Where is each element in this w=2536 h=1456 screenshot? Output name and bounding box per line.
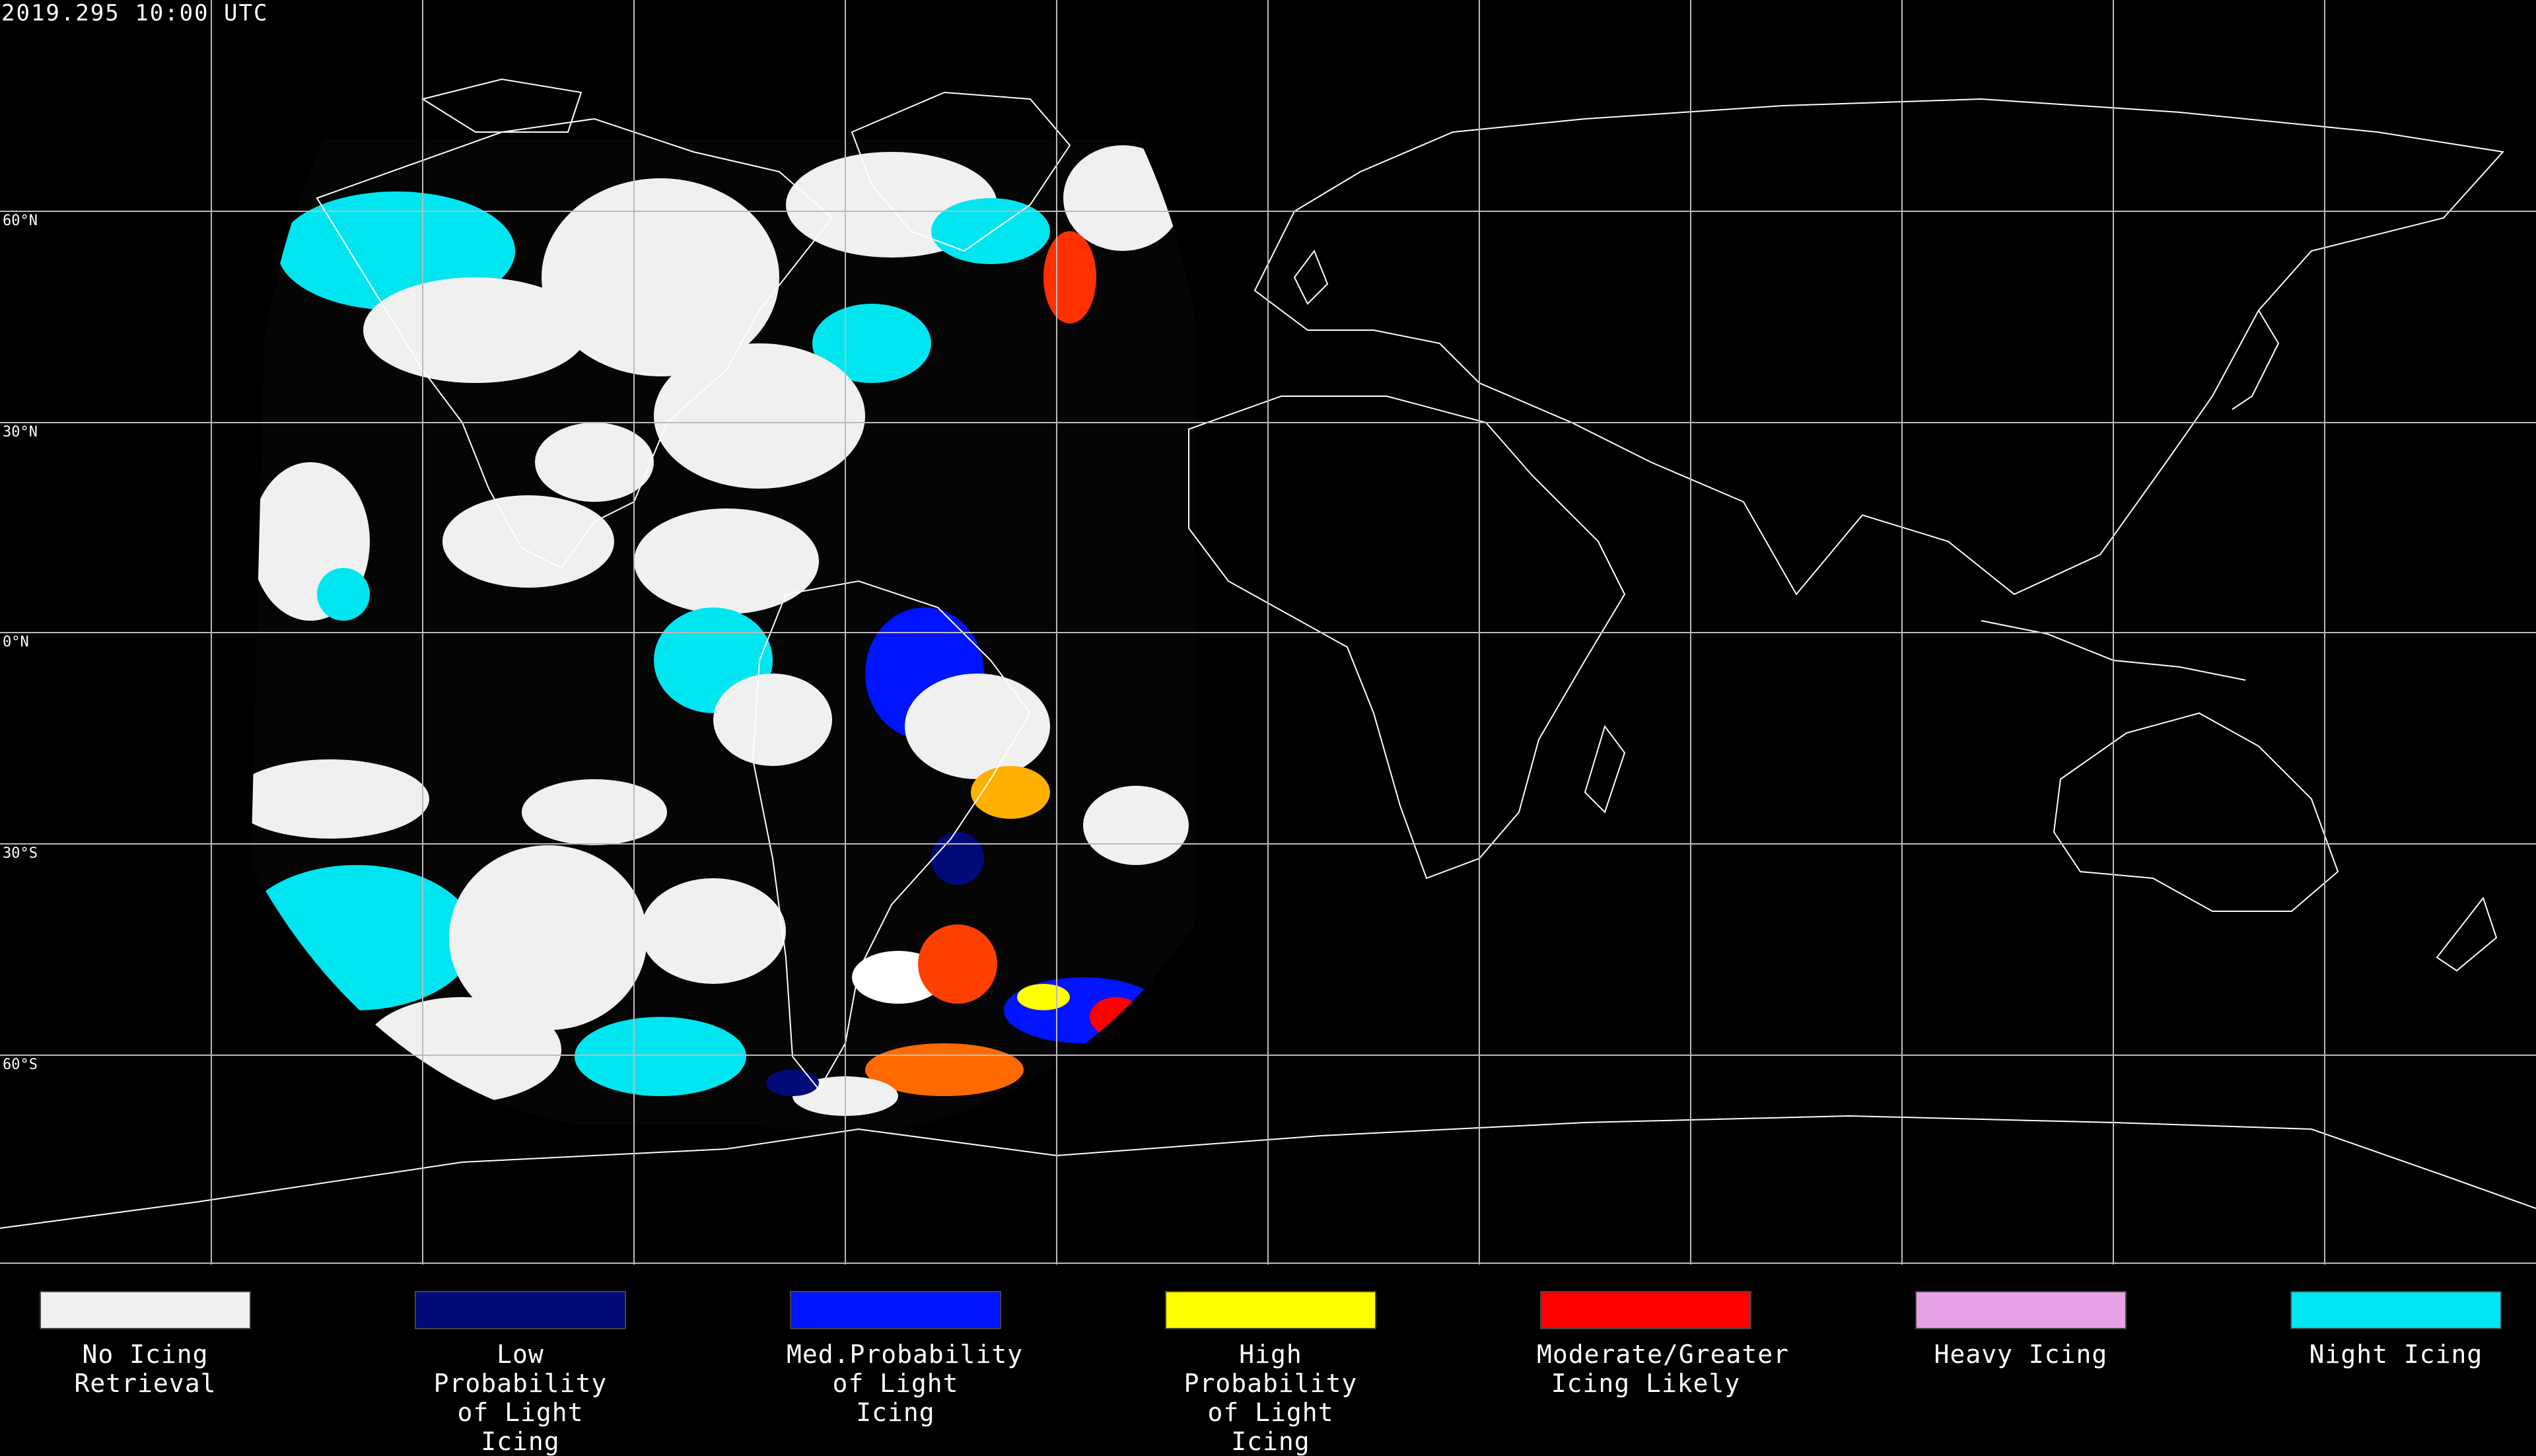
- legend-item-high-probability: High Probability of Light Icing: [1162, 1291, 1380, 1456]
- lat-label-0n: 0°N: [3, 634, 29, 650]
- timestamp: 2019.295 10:00 UTC: [1, 0, 269, 26]
- legend-item-heavy-icing: Heavy Icing: [1912, 1291, 2130, 1369]
- eurasia-outline: [1253, 98, 2504, 596]
- arctic-islands-outline: [421, 78, 582, 133]
- south-america-outline: [752, 580, 1032, 1091]
- legend-label: Heavy Icing: [1934, 1340, 2108, 1369]
- lat-label-60n: 60°N: [3, 213, 38, 229]
- legend-item-med-probability: Med.Probability of Light Icing: [787, 1291, 1024, 1427]
- lat-label-30n: 30°N: [3, 424, 38, 440]
- legend-swatch: [40, 1291, 251, 1329]
- japan-outline: [2232, 310, 2280, 410]
- satellite-disk: [251, 139, 1195, 1129]
- icing-map: [0, 0, 2536, 1265]
- legend-item-low-probability: Low Probability of Light Icing: [411, 1291, 629, 1456]
- legend-swatch: [1165, 1291, 1376, 1329]
- graticule: [0, 0, 2536, 1265]
- british-isles-outline: [1293, 249, 1329, 305]
- legend-label: Low Probability of Light Icing: [433, 1340, 608, 1456]
- legend-swatch: [2290, 1291, 2502, 1329]
- legend-swatch: [790, 1291, 1001, 1329]
- greenland-outline: [851, 91, 1071, 252]
- madagascar-outline: [1584, 724, 1626, 814]
- legend-swatch: [1540, 1291, 1751, 1329]
- legend-label: No Icing Retrieval: [74, 1340, 217, 1398]
- new-zealand-outline: [2436, 896, 2498, 972]
- legend-label: High Probability of Light Icing: [1183, 1340, 1358, 1456]
- lat-label-30s: 30°S: [3, 845, 38, 862]
- legend-label: Med.Probability of Light Icing: [787, 1340, 1024, 1427]
- legend-item-night-icing: Night Icing: [2287, 1291, 2505, 1369]
- legend-label: Moderate/Greater Icing Likely: [1537, 1340, 1790, 1398]
- legend: No Icing Retrieval Low Probability of Ligh…: [0, 1265, 2536, 1456]
- australia-outline: [2053, 712, 2339, 912]
- legend-swatch: [415, 1291, 626, 1329]
- legend-label: Night Icing: [2309, 1340, 2483, 1369]
- legend-swatch: [1915, 1291, 2127, 1329]
- lat-label-60s: 60°S: [3, 1057, 38, 1073]
- legend-item-no-icing: No Icing Retrieval: [36, 1291, 254, 1398]
- antarctica-outline: [0, 1115, 2536, 1229]
- legend-item-moderate-greater: Moderate/Greater Icing Likely: [1537, 1291, 1790, 1398]
